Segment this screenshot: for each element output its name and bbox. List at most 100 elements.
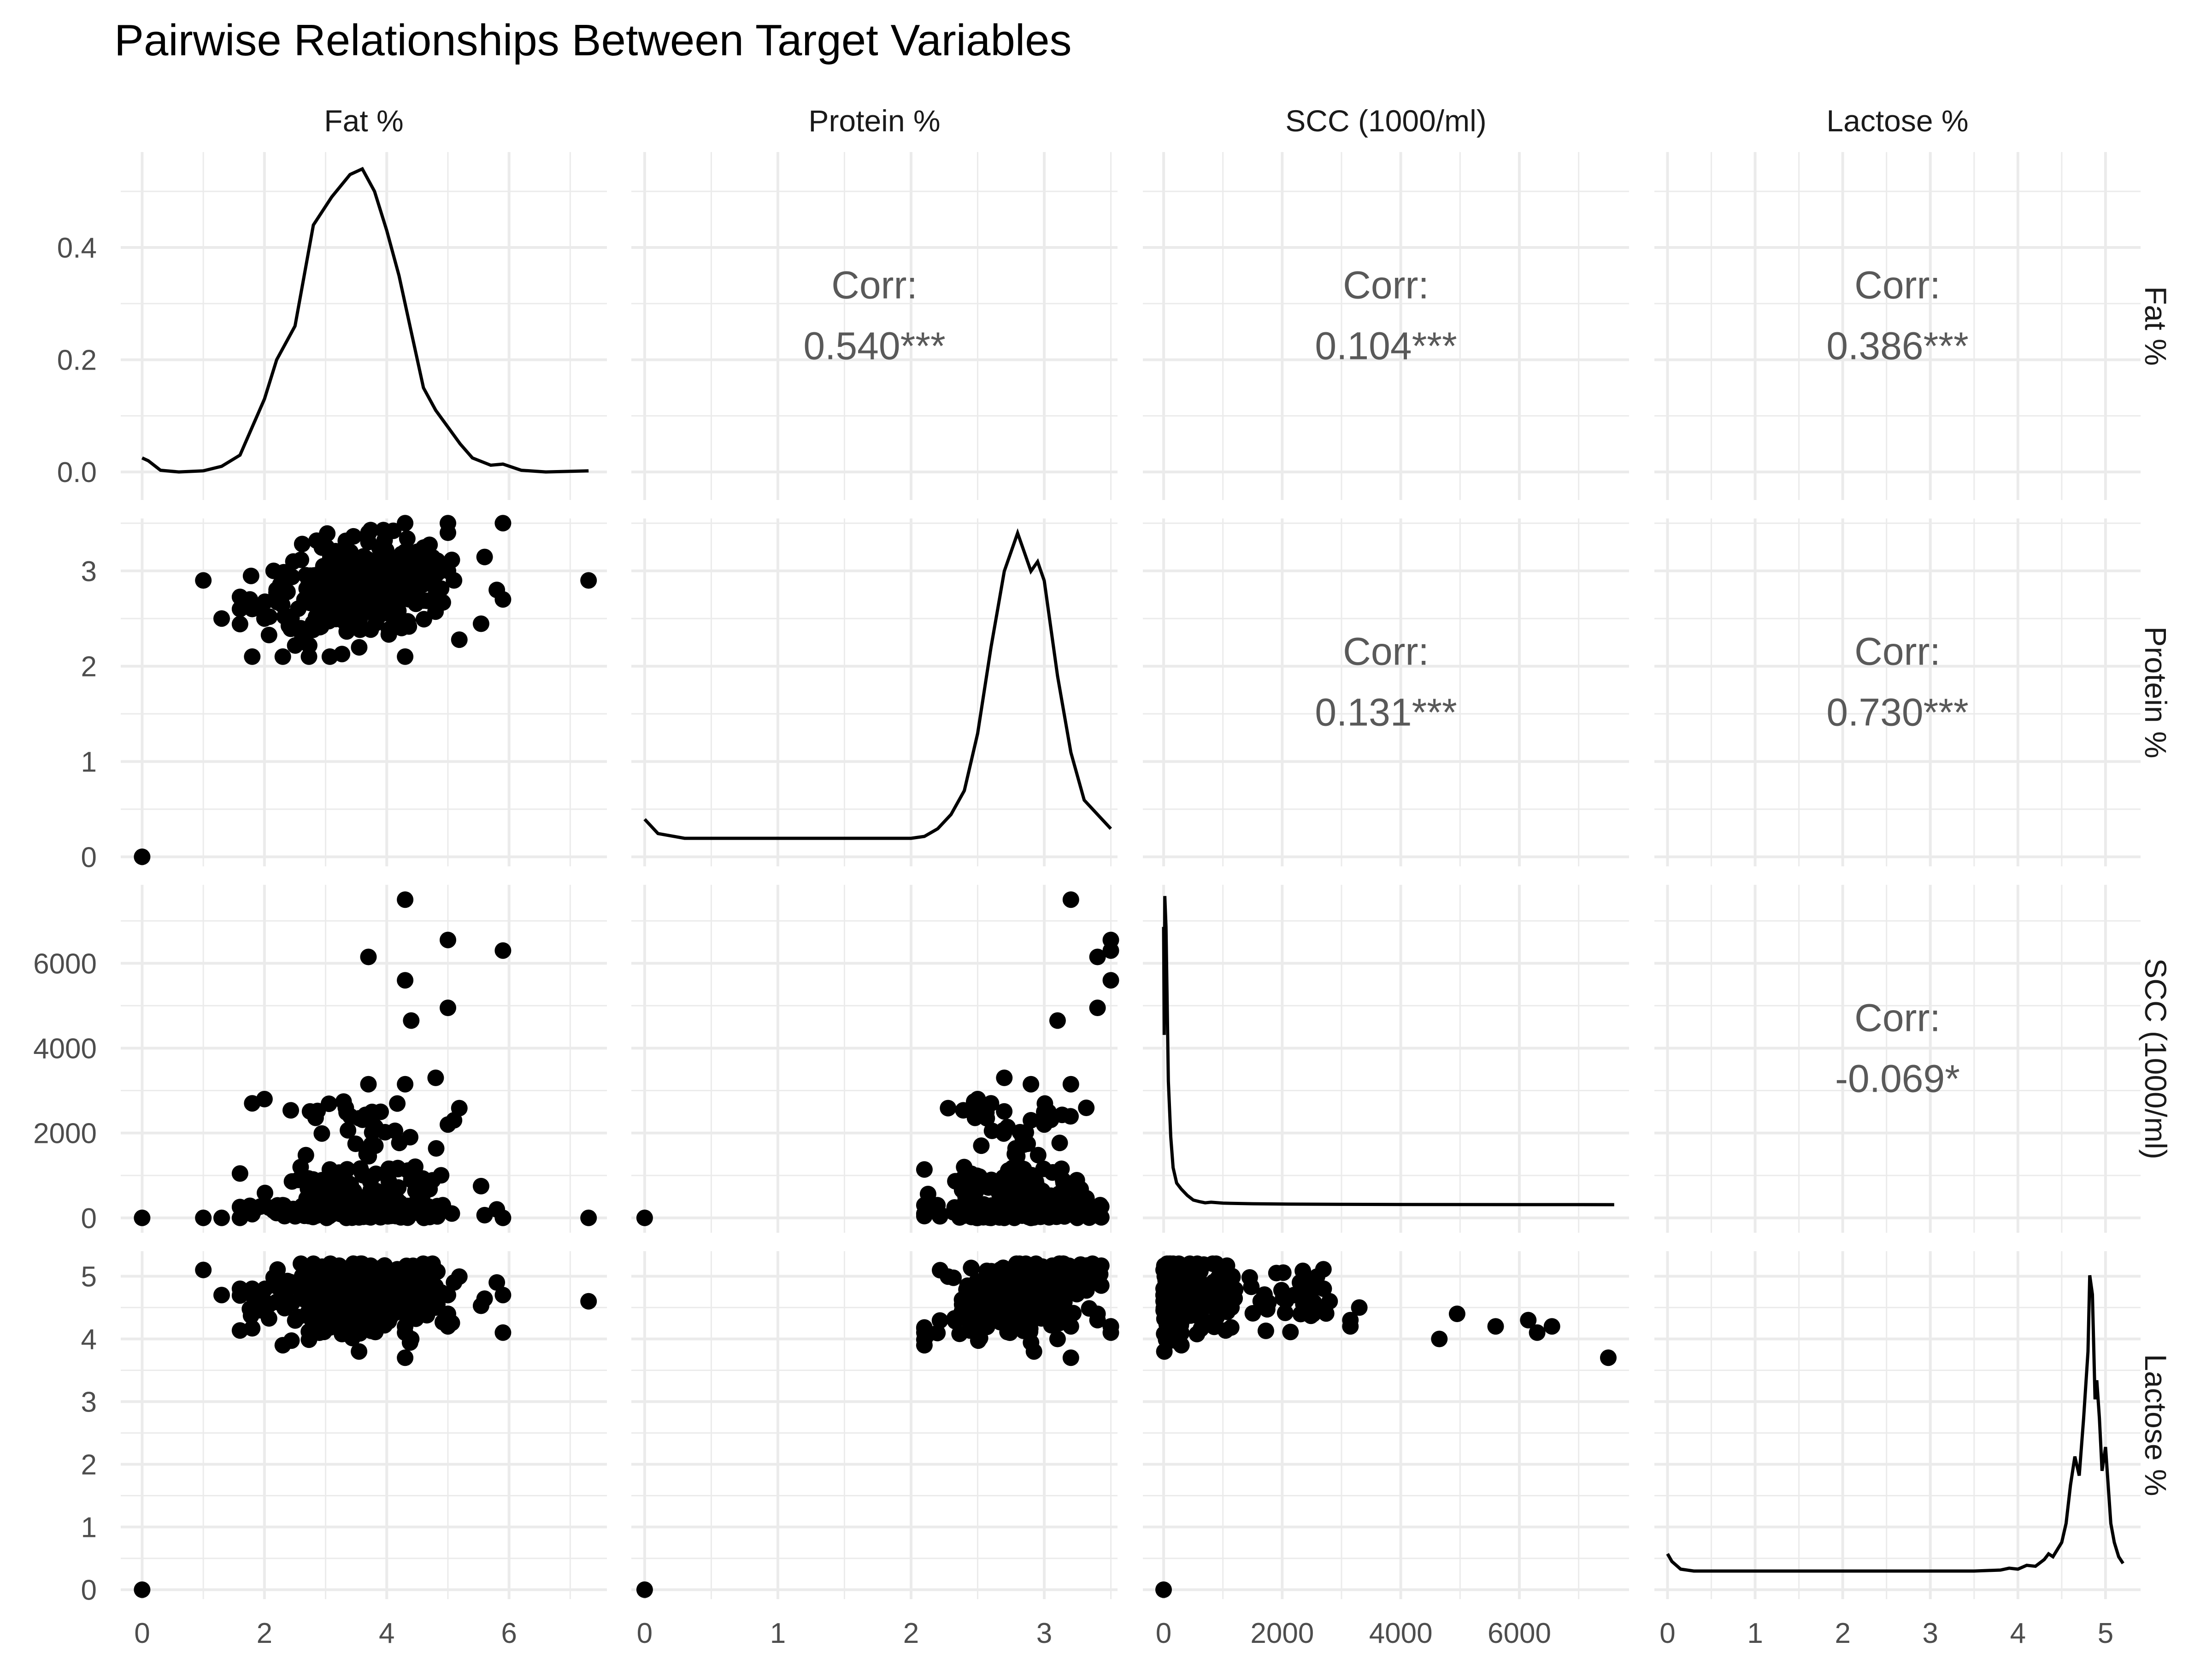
corr-value: 0.386*** xyxy=(1826,324,1968,368)
scatter-point xyxy=(389,562,406,579)
scatter-point xyxy=(1089,1306,1106,1322)
scatter-point xyxy=(476,548,493,565)
scatter-point xyxy=(1036,1287,1053,1304)
panel-1-3 xyxy=(1654,518,2141,866)
scatter-point xyxy=(1036,1306,1053,1322)
corr-label: Corr: xyxy=(1343,630,1429,673)
scatter-point xyxy=(1023,1112,1040,1129)
y-tick-label: 4 xyxy=(81,1324,97,1355)
scatter-point xyxy=(580,572,597,589)
scatter-point xyxy=(951,1325,968,1342)
y-tick-label: 2 xyxy=(81,1449,97,1481)
scatter-point xyxy=(360,1312,377,1329)
scatter-point xyxy=(1093,1198,1110,1215)
scatter-point xyxy=(472,1177,489,1194)
panel-3-0 xyxy=(121,1251,607,1599)
scatter-point xyxy=(322,1201,339,1218)
x-tick-label: 1 xyxy=(770,1618,786,1649)
scatter-point xyxy=(982,1095,1000,1112)
scatter-point xyxy=(1093,1257,1110,1274)
scatter-point xyxy=(1072,1256,1089,1273)
scatter-point xyxy=(321,1161,338,1178)
scatter-point xyxy=(494,1324,512,1341)
panel-0-0 xyxy=(121,152,607,500)
scatter-point xyxy=(195,1261,212,1278)
scatter-point xyxy=(257,1184,273,1201)
scatter-point xyxy=(1224,1268,1241,1285)
scatter-point xyxy=(297,567,314,584)
x-tick-label: 3 xyxy=(1923,1618,1938,1649)
scatter-point xyxy=(1600,1349,1617,1366)
scatter-point xyxy=(252,1198,269,1215)
scatter-point xyxy=(1036,1116,1053,1133)
scatter-point xyxy=(397,1349,414,1366)
x-tick-label: 2000 xyxy=(1250,1618,1314,1649)
y-tick-label: 5 xyxy=(81,1261,97,1293)
scatter-point xyxy=(1275,1264,1292,1281)
scatter-point xyxy=(399,613,416,630)
scatter-point xyxy=(407,1258,424,1275)
scatter-point xyxy=(1155,1581,1172,1598)
scatter-point xyxy=(1244,1305,1261,1322)
scatter-point xyxy=(360,572,377,589)
scatter-point xyxy=(213,610,230,627)
scatter-point xyxy=(244,1320,261,1337)
scatter-point xyxy=(1062,1076,1079,1093)
x-tick-label: 4 xyxy=(2010,1618,2026,1649)
scatter-point xyxy=(340,1122,357,1139)
panel-2-3 xyxy=(1654,885,2141,1233)
scatter-point xyxy=(134,1581,151,1598)
scatter-point xyxy=(352,1280,369,1297)
scatter-point xyxy=(415,1207,432,1224)
scatter-point xyxy=(636,1581,653,1598)
scatter-point xyxy=(336,588,353,605)
scatter-point xyxy=(1161,1324,1178,1341)
scatter-point xyxy=(1208,1255,1224,1272)
scatter-point xyxy=(415,1184,432,1201)
scatter-point xyxy=(945,1269,962,1286)
scatter-point xyxy=(403,1012,420,1029)
scatter-point xyxy=(372,562,389,579)
scatter-point xyxy=(1286,1287,1303,1304)
corr-value: 0.131*** xyxy=(1315,691,1457,734)
x-tick-label: 3 xyxy=(1036,1618,1052,1649)
scatter-point xyxy=(1078,1190,1095,1207)
scatter-point xyxy=(494,515,512,532)
scatter-point xyxy=(580,1209,597,1226)
scatter-point xyxy=(372,600,389,617)
scatter-point xyxy=(357,1106,374,1124)
scatter-point xyxy=(1282,1324,1299,1341)
scatter-point xyxy=(1068,1282,1085,1300)
scatter-point xyxy=(427,1069,444,1086)
x-tick-label: 4 xyxy=(379,1618,394,1649)
density-line xyxy=(643,528,1112,840)
scatter-point xyxy=(1155,1261,1172,1278)
scatter-point xyxy=(373,1259,390,1277)
scatter-point xyxy=(440,1287,456,1304)
scatter-point xyxy=(285,553,302,570)
scatter-point xyxy=(213,1209,230,1226)
corr-label: Corr: xyxy=(1854,630,1941,673)
y-tick-label: 0 xyxy=(81,1575,97,1606)
scatter-point xyxy=(996,1209,1013,1226)
scatter-point xyxy=(297,1278,314,1295)
scatter-point xyxy=(1102,972,1119,989)
scatter-point xyxy=(1023,1209,1040,1226)
y-tick-label: 3 xyxy=(81,556,97,588)
column-strip-label: Lactose % xyxy=(1826,104,1968,138)
scatter-point xyxy=(364,1290,381,1307)
scatter-point xyxy=(1062,891,1079,908)
scatter-point xyxy=(1089,948,1106,965)
scatter-point xyxy=(397,1205,414,1222)
scatter-point xyxy=(440,1306,456,1322)
scatter-point xyxy=(231,616,248,633)
scatter-point xyxy=(321,1319,338,1336)
scatter-point xyxy=(996,1069,1013,1086)
corr-value: 0.730*** xyxy=(1826,691,1968,734)
scatter-point xyxy=(1342,1318,1359,1335)
scatter-point xyxy=(929,1197,946,1214)
scatter-point xyxy=(244,1280,261,1297)
scatter-point xyxy=(300,583,317,600)
scatter-point xyxy=(407,581,424,597)
scatter-point xyxy=(387,1122,404,1139)
